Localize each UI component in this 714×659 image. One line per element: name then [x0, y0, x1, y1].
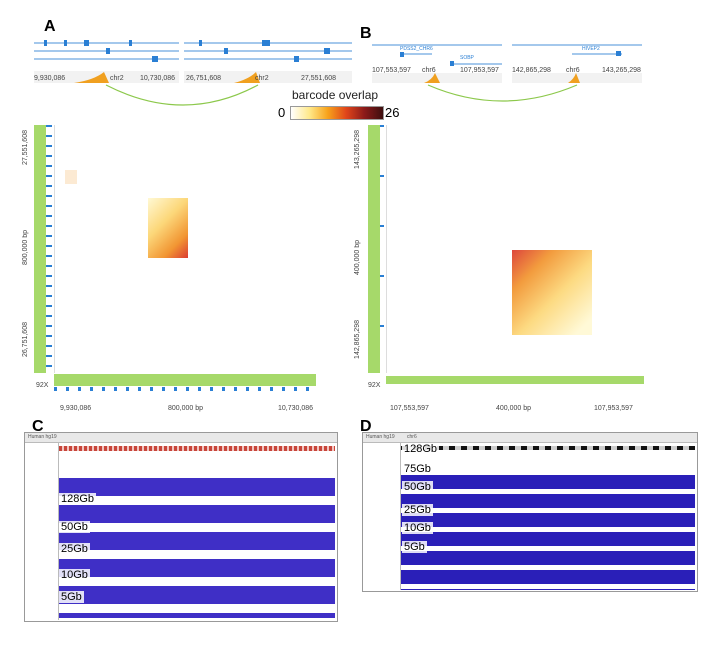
colorbar-max: 26 [385, 105, 400, 120]
panel-d-track-4: 25Gb [402, 504, 433, 516]
panel-a-chr-right: chr2 [255, 75, 269, 82]
panel-b-chr-right: chr6 [566, 67, 580, 74]
panel-b-y-top: 143,265,298 [354, 130, 361, 169]
panel-a-gene-track [34, 40, 352, 106]
panel-c-genome: Human hg19 [28, 434, 57, 440]
panel-a-y-mid: 800,000 bp [22, 230, 29, 266]
panel-d-chrom: chr6 [407, 434, 417, 440]
colorbar-title: barcode overlap [292, 88, 379, 102]
panel-a-coord-4: 27,551,608 [301, 75, 337, 82]
panel-b-x-left: 107,553,597 [390, 405, 429, 412]
panel-a-y-bot: 26,751,608 [22, 322, 29, 358]
panel-d-genome: Human hg19 [366, 434, 395, 440]
panel-c-track-3: 25Gb [59, 543, 90, 555]
colorbar [290, 106, 384, 120]
panel-c-track-4: 10Gb [59, 569, 90, 581]
panel-d-track-5: 10Gb [402, 522, 433, 534]
panel-b-x-right: 107,953,597 [594, 405, 633, 412]
panel-b-x-coverage [386, 376, 644, 384]
panel-b-x-mid: 400,000 bp [496, 405, 532, 412]
panel-a-x-coverage [54, 374, 316, 386]
panel-label-c: C [32, 418, 44, 435]
panel-b-coord-2: 107,953,597 [460, 67, 499, 74]
panel-b-coord-3: 142,865,298 [512, 67, 551, 74]
panel-b-y-bot: 142,865,298 [354, 320, 361, 359]
panel-a-heatmap [54, 125, 317, 373]
panel-a-cov: 92X [36, 382, 49, 389]
panel-b-y-coverage [368, 125, 380, 373]
panel-d-track-1: 128Gb [402, 443, 440, 455]
panel-c-track-5: 5Gb [59, 591, 84, 603]
panel-a-x-left: 9,930,086 [60, 405, 92, 412]
panel-b-chr-left: chr6 [422, 67, 436, 74]
panel-label-a: A [44, 18, 56, 35]
panel-c-track-1: 128Gb [59, 493, 97, 505]
panel-b-heatmap [386, 125, 645, 373]
panel-b-gene-3: HIVEP2 [582, 46, 600, 52]
panel-b-y-genes [380, 125, 384, 373]
panel-a-x-right: 10,730,086 [278, 405, 314, 412]
panel-a-coord-3: 26,751,608 [186, 75, 222, 82]
panel-a-y-top: 27,551,608 [22, 130, 29, 166]
panel-label-b: B [360, 25, 372, 42]
panel-label-d: D [360, 418, 372, 435]
panel-a-y-coverage [34, 125, 46, 373]
panel-b-gene-2: SOBP [460, 55, 474, 61]
panel-b-y-mid: 400,000 bp [354, 240, 361, 276]
panel-a-x-mid: 800,000 bp [168, 405, 204, 412]
panel-b-coord-4: 143,265,298 [602, 67, 641, 74]
panel-d-track-3: 50Gb [402, 481, 433, 493]
panel-d-track-6: 5Gb [402, 541, 427, 553]
panel-a-chr-left: chr2 [110, 75, 124, 82]
panel-c-track-2: 50Gb [59, 521, 90, 533]
panel-b-cov: 92X [368, 382, 381, 389]
panel-b-gene-1: PDSS2_CHR6 [400, 46, 433, 52]
colorbar-min: 0 [278, 105, 286, 120]
panel-c-igv: Human hg19 128Gb 50Gb 25Gb 10Gb 5Gb [24, 432, 338, 622]
panel-a-y-genes [46, 125, 52, 373]
panel-a-coord-2: 10,730,086 [140, 75, 176, 82]
panel-d-track-2: 75Gb [402, 463, 433, 475]
panel-a-coord-1: 9,930,086 [34, 75, 66, 82]
panel-a-x-genes [54, 387, 316, 391]
panel-b-gene-track [372, 44, 642, 102]
panel-b-coord-1: 107,553,597 [372, 67, 411, 74]
